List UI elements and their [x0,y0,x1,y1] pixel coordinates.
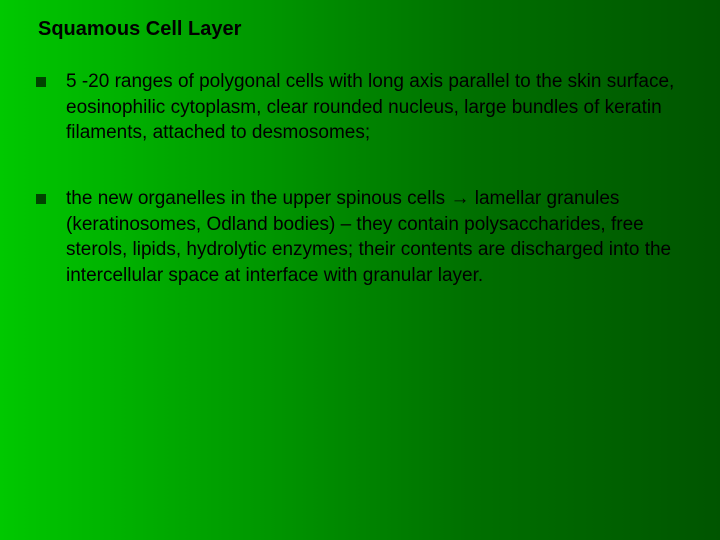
slide-title: Squamous Cell Layer [38,18,690,41]
list-item: the new organelles in the upper spinous … [34,186,690,289]
bullet-text: 5 -20 ranges of polygonal cells with lon… [62,69,690,146]
bullet-list: 5 -20 ranges of polygonal cells with lon… [34,69,690,288]
bullet-square-icon [36,77,46,87]
list-item: 5 -20 ranges of polygonal cells with lon… [34,69,690,146]
bullet-text: the new organelles in the upper spinous … [62,186,690,289]
bullet-square-icon [36,194,46,204]
